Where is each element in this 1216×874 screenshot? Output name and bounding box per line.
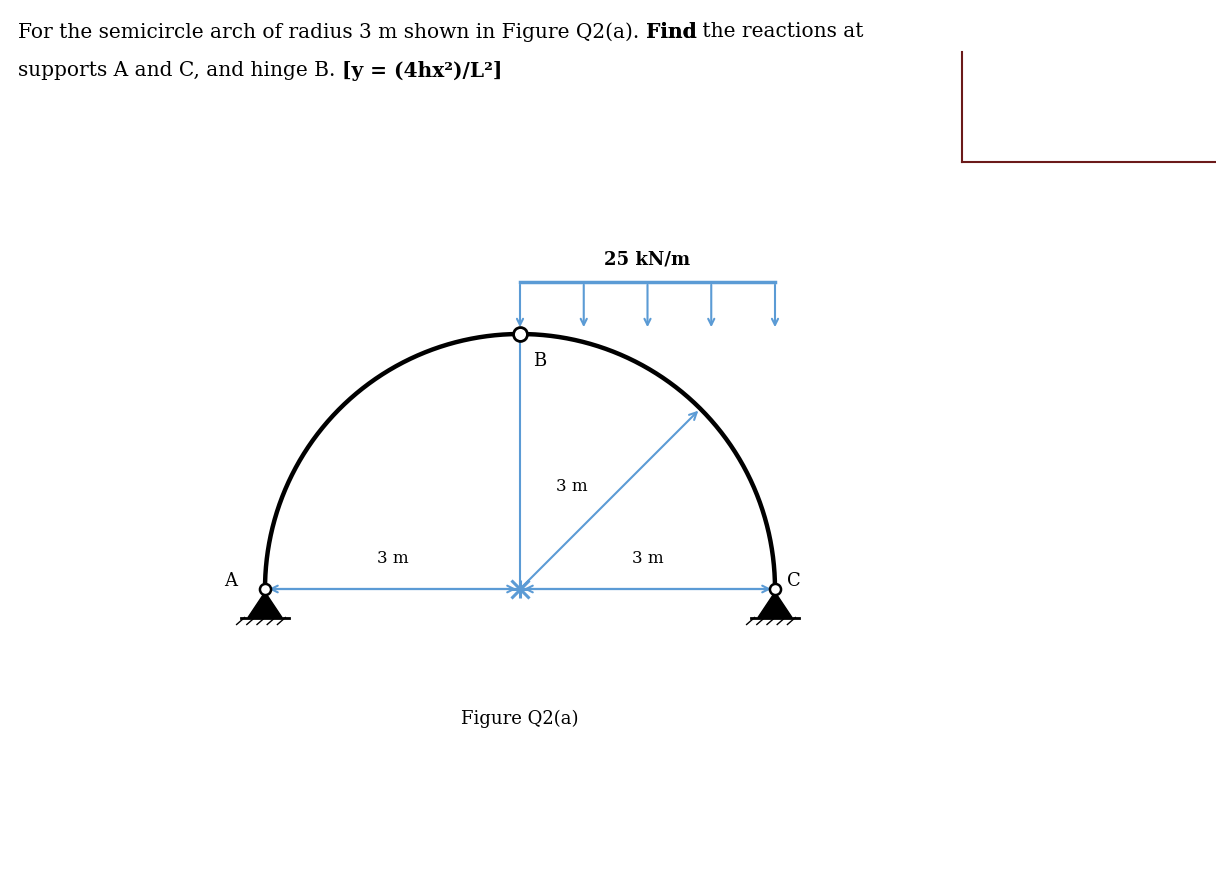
Text: 25 kN/m: 25 kN/m [604,251,691,269]
Text: 3 m: 3 m [377,550,409,567]
Text: [y = (4hx²)/L²]: [y = (4hx²)/L²] [342,61,502,81]
Text: C: C [787,572,801,590]
Text: the reactions at: the reactions at [697,22,863,41]
Text: 3 m: 3 m [556,477,587,495]
Text: Figure Q2(a): Figure Q2(a) [461,710,579,728]
Text: Find: Find [646,22,697,42]
Polygon shape [758,592,792,618]
Text: B: B [533,352,546,370]
Text: A: A [224,572,237,590]
Text: supports A and C, and hinge B.: supports A and C, and hinge B. [18,61,342,80]
Text: Find: Find [646,22,697,42]
Polygon shape [248,592,282,618]
Text: 3 m: 3 m [631,550,663,567]
Text: For the semicircle arch of radius 3 m shown in Figure Q2(a).: For the semicircle arch of radius 3 m sh… [18,22,646,42]
